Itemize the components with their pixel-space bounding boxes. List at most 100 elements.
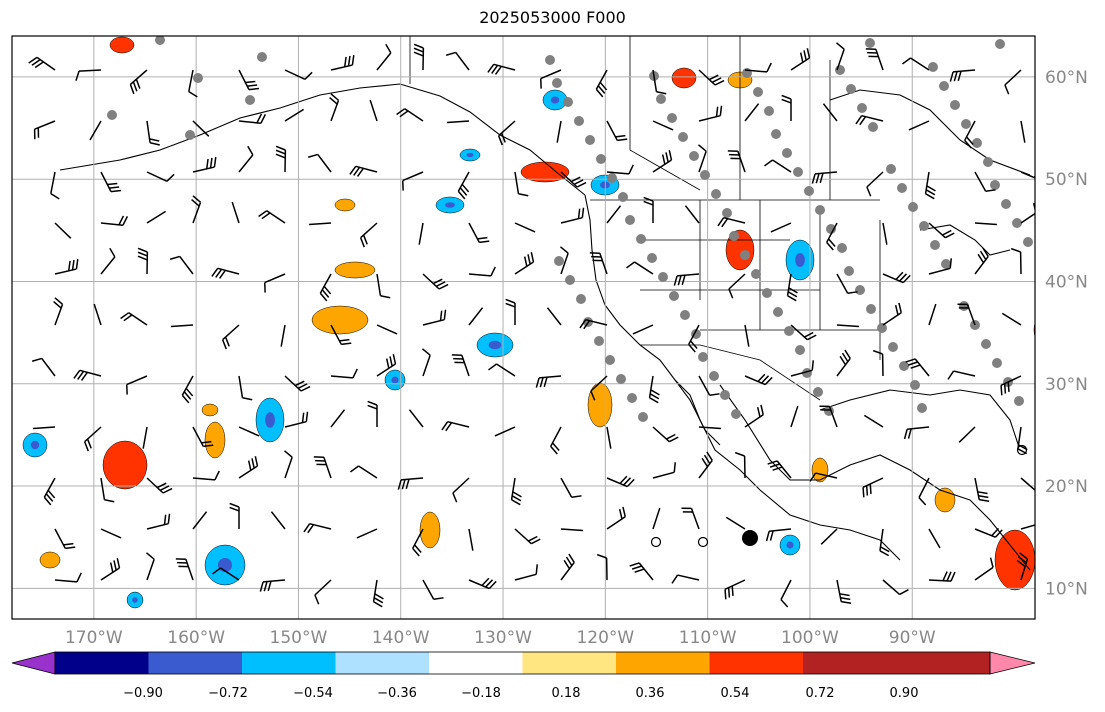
political-border	[640, 344, 821, 401]
wind-barb	[169, 255, 194, 275]
contour-core	[132, 597, 138, 603]
contour-core	[466, 152, 474, 158]
wind-barb	[468, 528, 474, 551]
wind-barb	[309, 222, 332, 226]
field-layer	[22, 36, 1035, 609]
station-dot	[784, 326, 794, 336]
station-dot	[596, 154, 606, 164]
station-dot	[886, 164, 896, 174]
wind-barb	[451, 354, 470, 377]
colorbar-tick-label: 0.90	[890, 686, 919, 701]
wind-barb	[31, 357, 56, 377]
longitude-label: 170°W	[65, 628, 123, 648]
wind-barb	[263, 273, 286, 293]
wind-barb	[727, 150, 746, 173]
wind-barb	[606, 205, 622, 224]
station-dot	[868, 122, 878, 132]
wind-barb	[684, 205, 700, 224]
station-dot	[815, 205, 825, 215]
station-dot	[910, 380, 920, 390]
station-dot	[658, 272, 668, 282]
station-dot	[689, 151, 699, 161]
wind-barb	[606, 120, 628, 142]
wind-barb	[83, 426, 102, 452]
station-dot	[837, 243, 847, 253]
station-dot	[990, 180, 1000, 190]
wind-barb	[728, 273, 746, 299]
wind-barb	[882, 271, 911, 284]
calm-wind-circle	[650, 536, 662, 548]
wind-barb	[928, 571, 956, 582]
colorbar-segment	[55, 652, 149, 674]
wind-barb	[872, 349, 884, 377]
wind-barb	[879, 528, 890, 557]
wind-barb	[33, 120, 56, 140]
wind-barb	[836, 579, 852, 605]
wind-barb	[54, 528, 76, 550]
station-dot	[928, 62, 938, 72]
wind-barb	[408, 409, 424, 428]
colorbar-tick-label: −0.36	[377, 686, 417, 701]
wind-barb	[349, 165, 378, 177]
wind-barb	[397, 477, 424, 490]
contour-patch	[1033, 322, 1035, 338]
wind-barb	[468, 222, 490, 244]
wind-barb	[457, 171, 470, 200]
wind-barb	[445, 51, 470, 71]
wind-barb	[514, 564, 539, 581]
wind-barb	[238, 375, 253, 401]
colorbar-segment	[709, 652, 804, 674]
wind-barb	[192, 511, 208, 530]
wind-barb	[53, 297, 64, 326]
coastline-layer	[59, 36, 1031, 571]
wind-barb	[221, 324, 240, 350]
station-dot	[995, 39, 1005, 49]
contour-core	[445, 202, 455, 208]
contour-core	[116, 455, 134, 475]
station-dot	[245, 95, 255, 105]
station-dot	[711, 189, 721, 199]
contour-patch	[934, 487, 956, 513]
wind-barb	[579, 318, 608, 330]
wind-barb	[790, 324, 817, 341]
wind-barb	[100, 558, 121, 581]
wind-barb	[350, 465, 378, 479]
contour-patch	[419, 511, 441, 549]
wind-barb	[632, 324, 654, 335]
wind-barb	[125, 375, 148, 395]
colorbar-segment	[803, 652, 897, 674]
wind-barb	[652, 426, 679, 443]
wind-barb	[356, 528, 378, 539]
wind-barb	[725, 516, 746, 530]
wind-barb	[100, 215, 129, 227]
wind-barb	[924, 171, 936, 200]
wind-barb	[447, 120, 470, 124]
wind-barb	[54, 259, 79, 275]
wind-barb	[283, 450, 293, 479]
colorbar-tick-label: −0.72	[208, 686, 248, 701]
wind-barb	[882, 302, 902, 326]
wind-barb	[146, 513, 171, 530]
wind-barb	[330, 368, 358, 379]
wind-barb	[280, 324, 286, 347]
station-dot	[908, 202, 918, 212]
station-dot	[709, 371, 719, 381]
longitude-label: 130°W	[474, 628, 532, 648]
wind-barb	[514, 252, 535, 275]
colorbar-extend-low	[11, 651, 56, 675]
wind-barb	[146, 210, 167, 224]
wind-barb	[928, 303, 937, 326]
colorbar-tick-label: −0.54	[293, 686, 333, 701]
wind-barb	[422, 309, 447, 326]
map-panel	[11, 35, 1036, 620]
wind-barb	[120, 312, 148, 326]
wind-barb	[862, 477, 884, 498]
station-dot	[678, 132, 688, 142]
wind-barb	[33, 426, 56, 430]
wind-barb	[468, 266, 496, 277]
wind-barb	[468, 577, 497, 590]
wind-barb	[1020, 120, 1026, 143]
station-dot	[545, 55, 555, 65]
wind-barb	[28, 56, 56, 71]
contour-core	[535, 168, 555, 176]
